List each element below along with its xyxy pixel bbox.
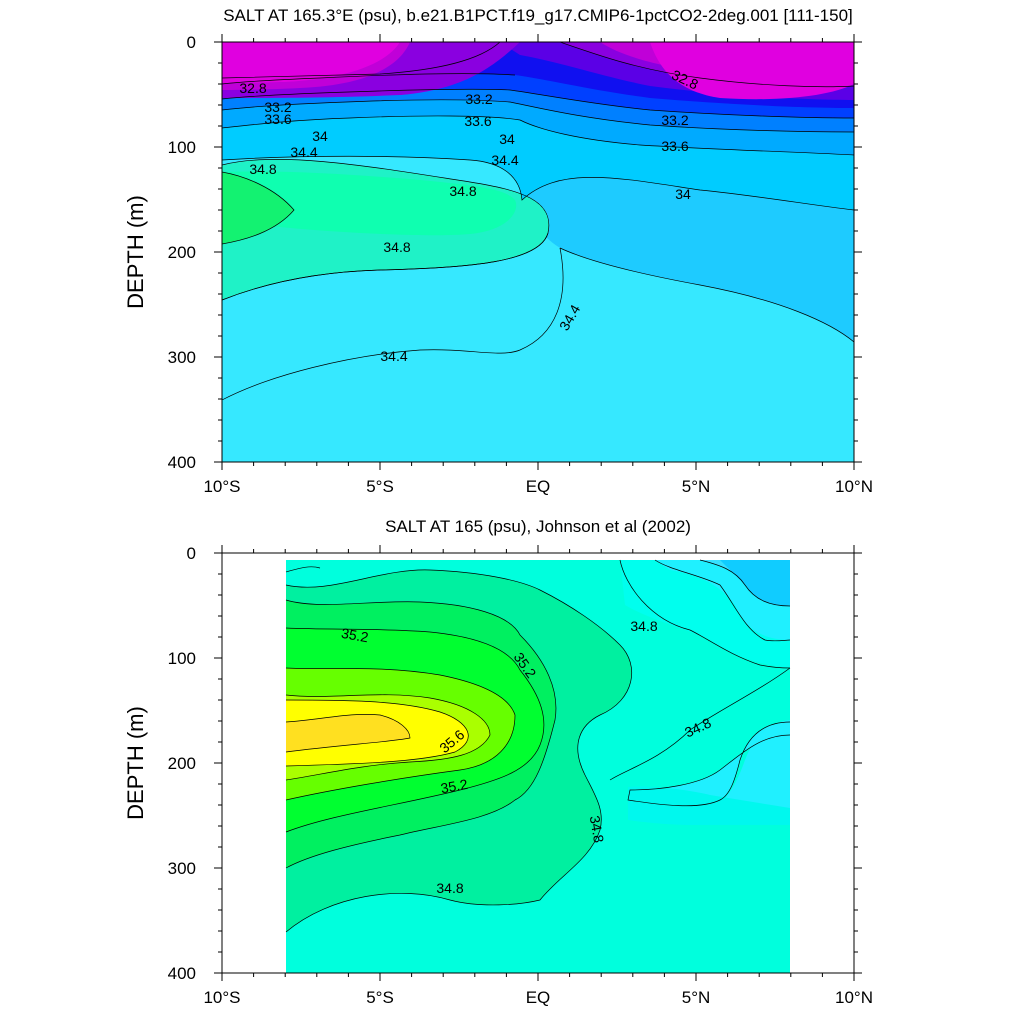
bottom-contour-label: 34.8: [630, 618, 657, 634]
y-tick-label: 0: [187, 544, 196, 563]
top-contour-label: 34.8: [449, 183, 476, 199]
y-tick-label: 0: [187, 33, 196, 52]
x-tick-label: 10°N: [835, 477, 873, 496]
bottom-fill-34.6-right2: [690, 720, 790, 825]
bottom-contour-label: 34.8: [587, 814, 608, 844]
top-contour-label: 33.2: [264, 99, 291, 115]
top-contour-labels: 32.8 32.8 33.2 33.2 33.2 33.6 33.6 33.6 …: [239, 66, 701, 364]
bottom-fill-34.0: [720, 560, 790, 606]
top-fill-34.8-core: [222, 171, 517, 236]
bottom-contour-label: 34.8: [436, 880, 463, 896]
top-contour-label: 33.6: [464, 113, 491, 129]
y-tick-label: 200: [168, 243, 196, 262]
bottom-fill-35.8: [286, 714, 410, 752]
top-panel: SALT AT 165.3°E (psu), b.e21.B1PCT.f19_g…: [123, 6, 873, 496]
top-contour-label: 34: [312, 128, 328, 144]
y-tick-label: 100: [168, 138, 196, 157]
x-tick-label: 5°N: [682, 988, 711, 1007]
x-tick-label: 10°S: [203, 477, 240, 496]
top-fill-30.8-right: [650, 42, 854, 100]
y-tick-label: 300: [168, 348, 196, 367]
x-tick-label: EQ: [526, 477, 551, 496]
bottom-contour-fills: [286, 560, 790, 973]
x-tick-label: 10°N: [835, 988, 873, 1007]
bottom-y-axis-label: DEPTH (m): [123, 706, 148, 820]
x-tick-label: 5°S: [366, 477, 394, 496]
top-fill-35.2: [222, 172, 294, 244]
y-tick-label: 400: [168, 453, 196, 472]
bottom-contour-label: 35.2: [439, 776, 469, 797]
top-fill-34.0-right: [522, 177, 854, 342]
top-y-axis-label: DEPTH (m): [123, 195, 148, 309]
x-tick-label: EQ: [526, 988, 551, 1007]
bottom-contour-lines: [285, 559, 791, 933]
y-tick-label: 200: [168, 754, 196, 773]
top-chart-title: SALT AT 165.3°E (psu), b.e21.B1PCT.f19_g…: [223, 6, 853, 25]
top-contour-label: 33.6: [661, 138, 688, 154]
x-tick-label: 10°S: [203, 988, 240, 1007]
top-contour-label: 34: [499, 131, 515, 147]
top-contour-label: 34.4: [290, 144, 317, 160]
x-tick-label: 5°N: [682, 477, 711, 496]
top-axes: 10°S 5°S EQ 5°N 10°N 0 100 200 300 400: [168, 33, 873, 496]
top-contour-label: 34.8: [249, 161, 276, 177]
y-tick-label: 400: [168, 964, 196, 983]
y-tick-label: 100: [168, 649, 196, 668]
top-contour-label: 33.2: [465, 91, 492, 107]
x-tick-label: 5°S: [366, 988, 394, 1007]
top-contour-fills: [222, 42, 854, 462]
bottom-panel: SALT AT 165 (psu), Johnson et al (2002): [123, 517, 873, 1007]
top-contour-label: 32.8: [239, 80, 266, 96]
bottom-fill-34.7: [628, 786, 790, 825]
top-contour-label: 34: [675, 186, 691, 202]
bottom-contour-label: 35.2: [340, 625, 370, 646]
top-contour-lines: [222, 42, 854, 401]
bottom-fill-34.6-right: [628, 722, 790, 806]
top-contour-label: 33.2: [661, 112, 688, 128]
y-tick-label: 300: [168, 859, 196, 878]
top-contour-label: 34.8: [383, 239, 410, 255]
bottom-axes: 10°S 5°S EQ 5°N 10°N 0 100 200 300 400: [168, 544, 873, 1007]
bottom-contour-labels: 35.2 35.2 35.6 35.2 34.8 34.8 34.8 34.8: [340, 618, 714, 896]
top-contour-label: 34.4: [491, 152, 518, 168]
bottom-chart-title: SALT AT 165 (psu), Johnson et al (2002): [385, 517, 691, 536]
top-contour-label: 33.6: [264, 111, 291, 127]
top-fill-30.8-left: [222, 42, 400, 83]
top-contour-label: 34.4: [380, 348, 407, 364]
